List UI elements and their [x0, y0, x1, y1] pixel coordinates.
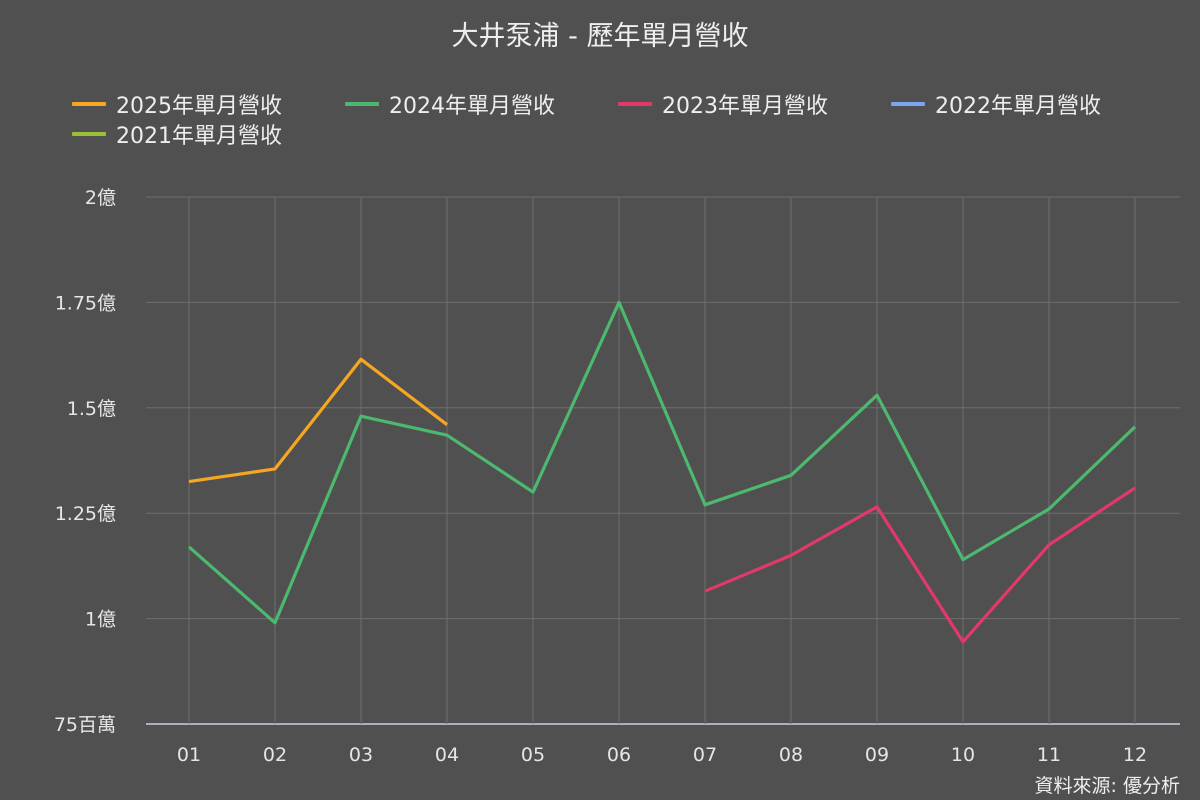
x-tick-label: 07: [693, 744, 717, 766]
legend-swatch: [345, 102, 379, 106]
x-tick-label: 04: [435, 744, 459, 766]
x-tick-label: 08: [779, 744, 803, 766]
legend-item[interactable]: 2021年單月營收: [72, 119, 282, 149]
legend-swatch: [618, 102, 652, 106]
y-tick-label: 2億: [85, 187, 116, 209]
y-tick-label: 1.5億: [67, 398, 116, 420]
legend-swatch: [891, 102, 925, 106]
y-tick-label: 1.25億: [55, 503, 116, 525]
source-note: 資料來源: 優分析: [1034, 775, 1180, 797]
legend-swatch: [72, 132, 106, 136]
chart-title: 大井泵浦 - 歷年單月營收: [451, 21, 749, 52]
legend-item[interactable]: 2025年單月營收: [72, 89, 282, 119]
x-tick-label: 12: [1123, 744, 1147, 766]
legend-item[interactable]: 2024年單月營收: [345, 89, 555, 119]
legend-label: 2021年單月營收: [116, 124, 282, 149]
y-tick-label: 1.75億: [55, 292, 116, 314]
x-tick-label: 10: [951, 744, 975, 766]
legend-swatch: [72, 102, 106, 106]
series-line: [187, 300, 1137, 625]
x-tick-label: 11: [1037, 744, 1061, 766]
legend-label: 2025年單月營收: [116, 94, 282, 119]
series-line: [188, 357, 448, 484]
y-tick-label: 1億: [85, 609, 116, 631]
x-tick-label: 06: [607, 744, 631, 766]
legend-item[interactable]: 2022年單月營收: [891, 89, 1101, 119]
x-tick-label: 02: [263, 744, 287, 766]
legend-item[interactable]: 2023年單月營收: [618, 89, 828, 119]
x-tick-label: 05: [521, 744, 545, 766]
y-tick-label: 75百萬: [54, 714, 116, 736]
legend-label: 2024年單月營收: [389, 94, 555, 119]
x-tick-label: 03: [349, 744, 373, 766]
legend-label: 2023年單月營收: [662, 94, 828, 119]
series-line: [704, 486, 1136, 644]
legend-label: 2022年單月營收: [935, 94, 1101, 119]
x-tick-label: 01: [177, 744, 201, 766]
x-tick-label: 09: [865, 744, 889, 766]
